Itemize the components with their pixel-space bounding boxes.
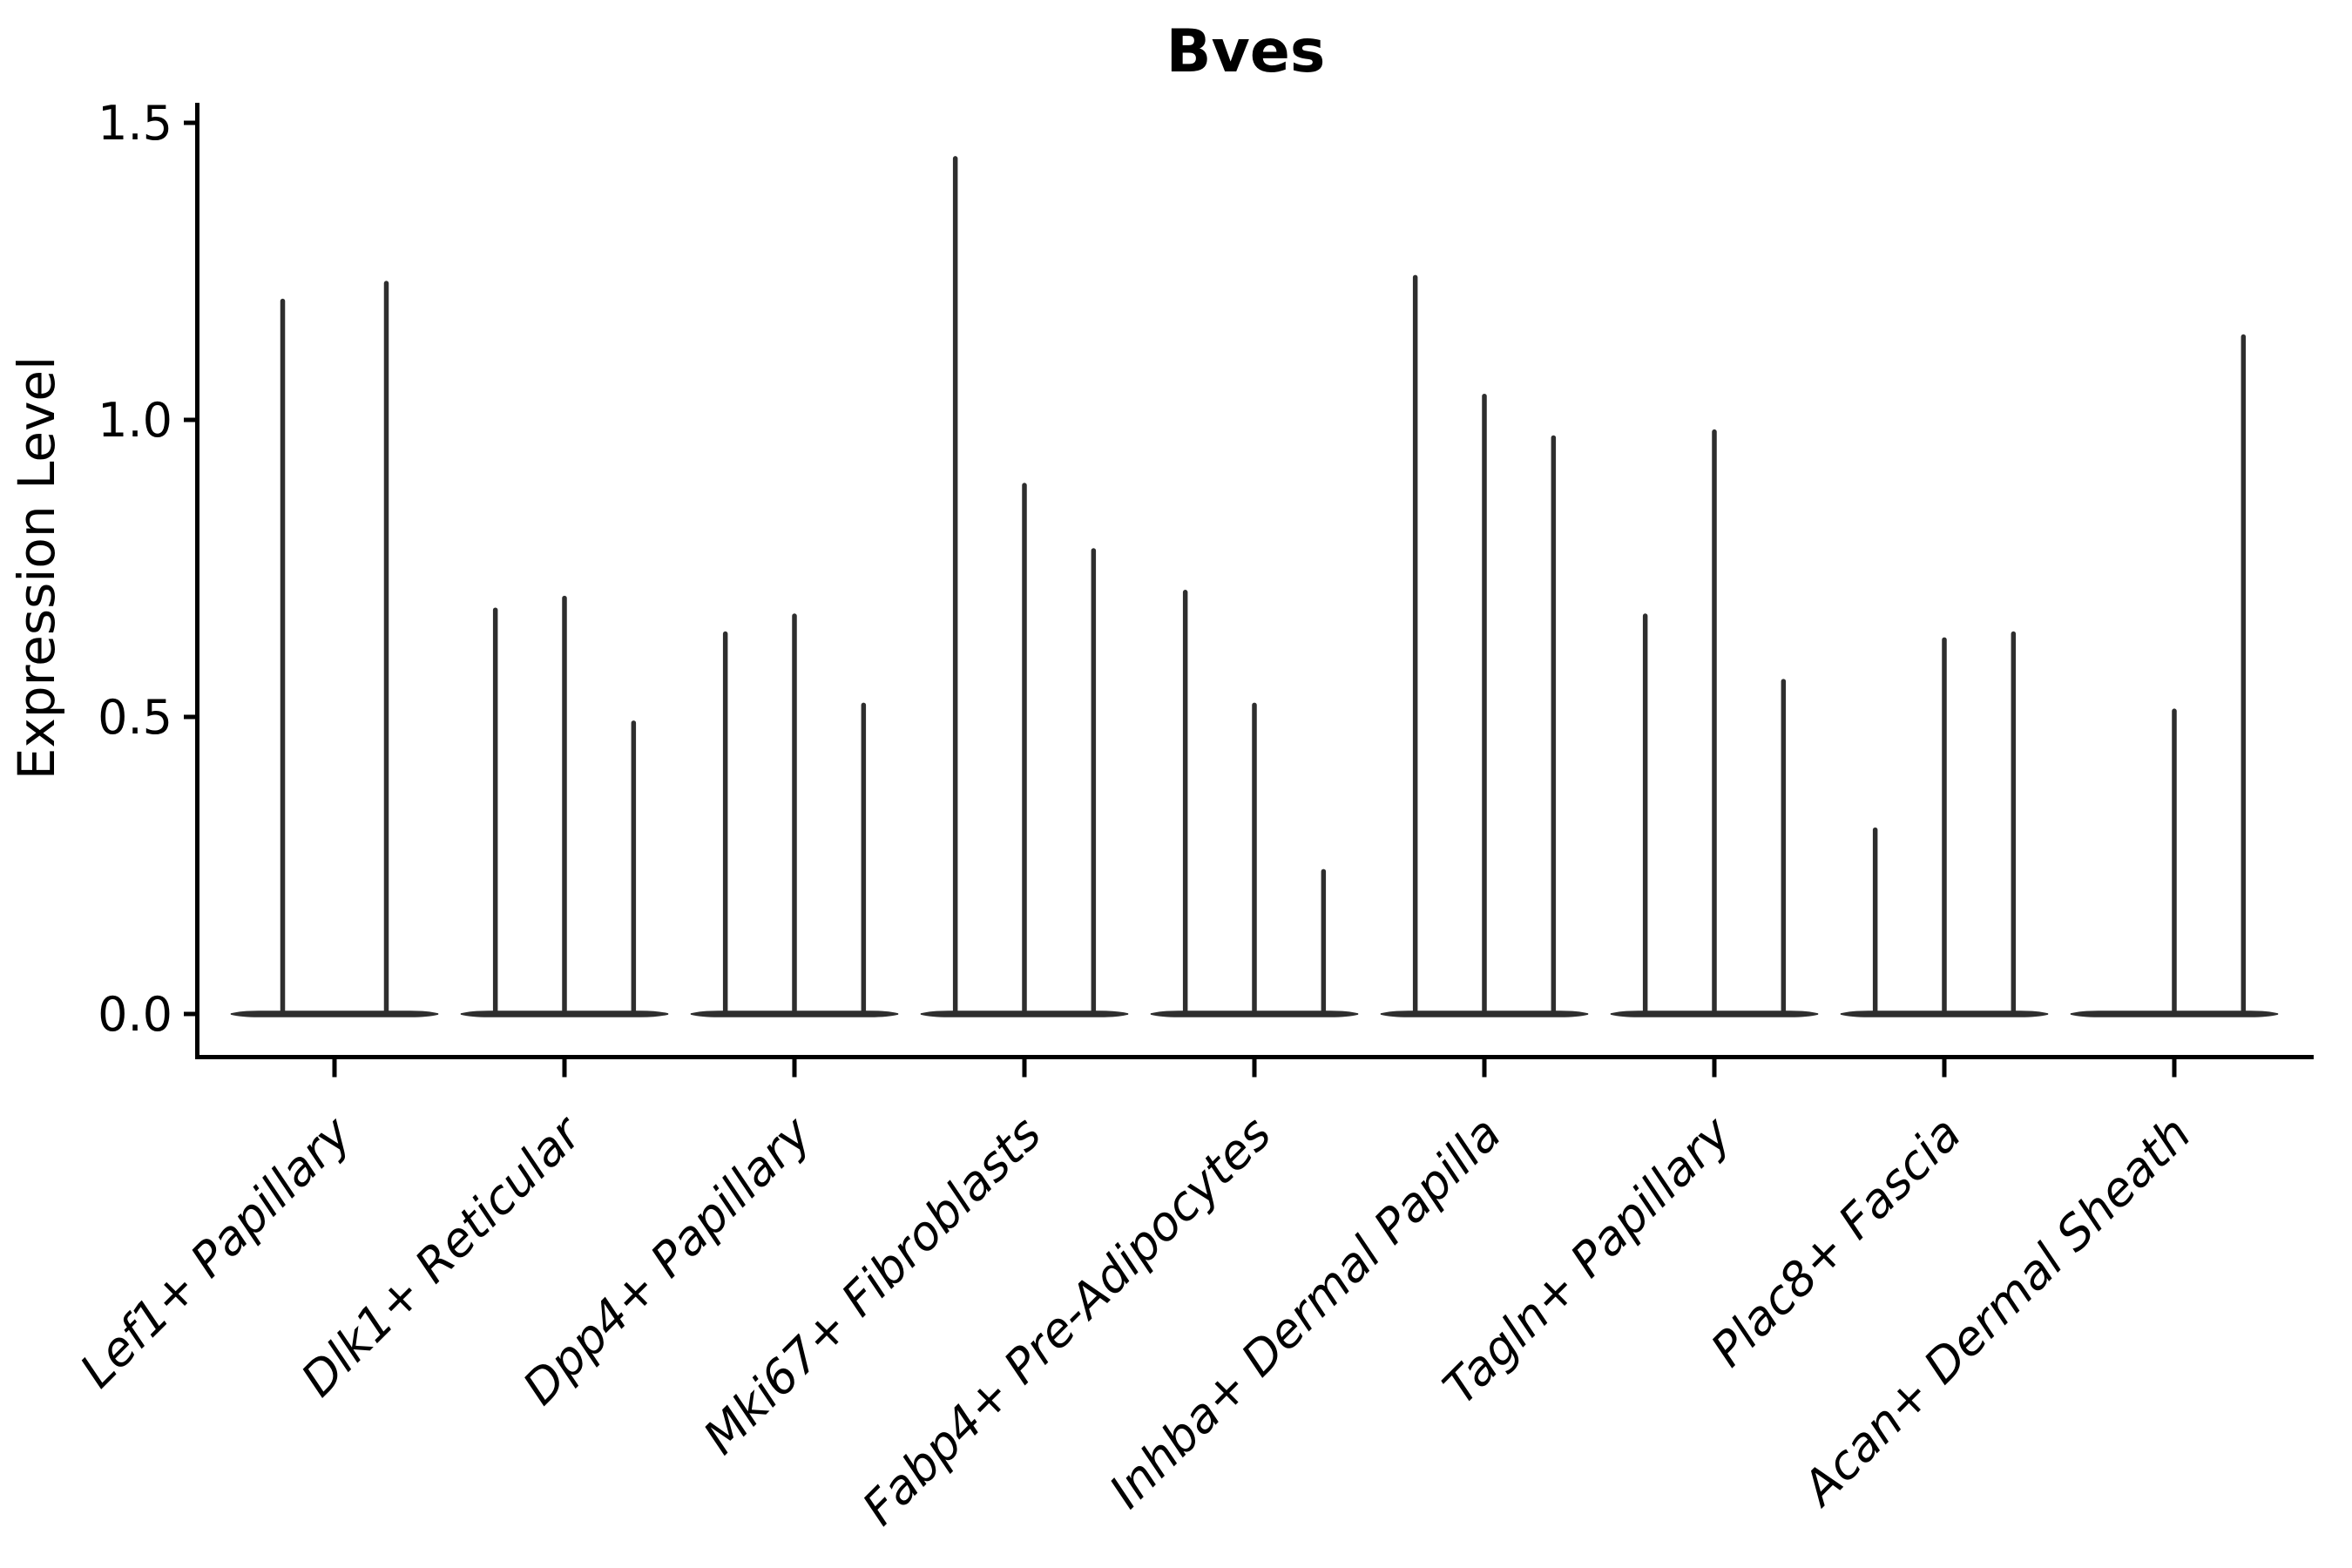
- x-tick-label: Plac8+ Fascia: [1700, 1106, 1971, 1377]
- violin-layer: [230, 156, 2279, 1017]
- y-axis-label: Expression Level: [7, 356, 66, 780]
- x-tick-label: Inhba+ Dermal Papilla: [1098, 1106, 1511, 1519]
- y-tick-label: 0.5: [98, 690, 172, 745]
- x-tick-label: Fabp4+ Pre-Adipocytes: [852, 1106, 1281, 1536]
- y-tick-label: 1.0: [98, 393, 172, 448]
- x-tick-label: Acan+ Dermal Sheath: [1790, 1106, 2201, 1517]
- violin-baseline: [230, 1010, 439, 1017]
- y-tick-label: 0.0: [98, 987, 172, 1042]
- chart-title: Bves: [1166, 17, 1326, 86]
- y-tick-label: 1.5: [98, 96, 172, 151]
